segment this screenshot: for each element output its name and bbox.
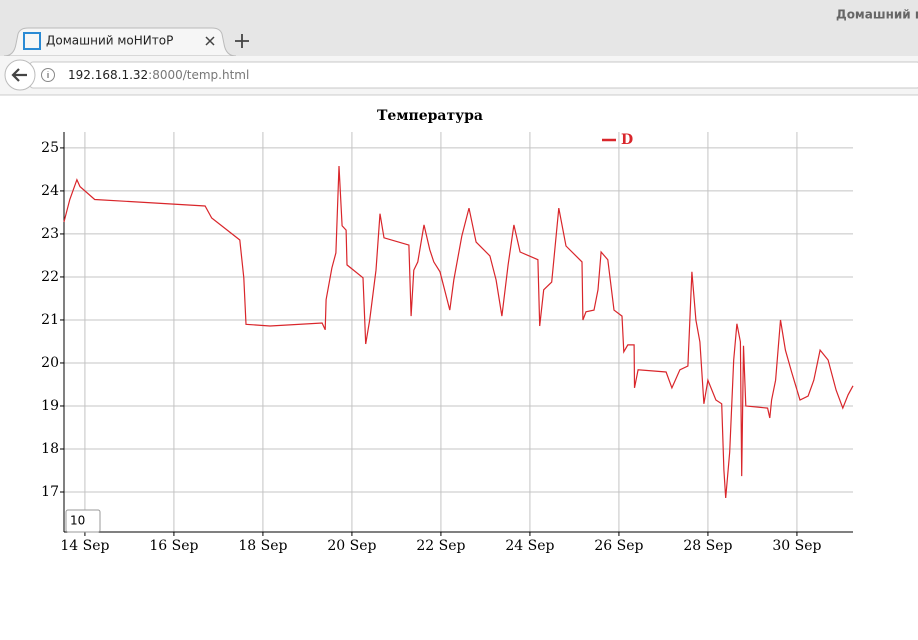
x-tick-label: 14 Sep — [60, 538, 109, 554]
y-tick-label: 22 — [41, 269, 59, 285]
url[interactable]: 192.168.1.32:8000/temp.html — [68, 68, 249, 82]
x-tick-label: 18 Sep — [238, 538, 287, 554]
tab-title[interactable]: Домашний моНИтоР — [46, 34, 173, 48]
back-arrow — [11, 68, 27, 82]
tab-close[interactable] — [205, 36, 215, 46]
x-tick-label: 22 Sep — [416, 538, 465, 554]
info-icon[interactable] — [41, 68, 55, 82]
x-tick-label: 24 Sep — [505, 538, 554, 554]
x-tick-label: 30 Sep — [772, 538, 821, 554]
y-tick-label: 18 — [41, 441, 59, 457]
url-host: 192.168.1.32 — [68, 68, 148, 82]
url-path: :8000/temp.html — [148, 68, 249, 82]
window-title: Домашний м — [836, 8, 918, 22]
x-tick-label: 16 Sep — [149, 538, 198, 554]
data-line — [63, 165, 854, 499]
y-tick-label: 17 — [41, 484, 59, 500]
chart-title: Температура — [377, 108, 483, 124]
y-tick-label: 25 — [41, 140, 59, 156]
y-tick-label: 23 — [41, 226, 59, 242]
x-tick-label: 28 Sep — [683, 538, 732, 554]
y-tick-label: 19 — [41, 398, 59, 414]
tab[interactable] — [3, 27, 237, 57]
chart: Температура 17 18 19 20 21 22 23 24 25 14 Sep 16 S… — [41, 108, 854, 554]
y-tick-label: 21 — [41, 312, 59, 328]
roller-value[interactable]: 10 — [70, 514, 85, 528]
favicon — [23, 32, 41, 50]
y-tick-label: 20 — [41, 355, 59, 371]
x-tick-label: 20 Sep — [327, 538, 376, 554]
x-tick-label: 26 Sep — [594, 538, 643, 554]
roller-input[interactable] — [65, 509, 101, 533]
new-tab[interactable] — [235, 34, 249, 48]
y-tick-label: 24 — [41, 183, 59, 199]
legend-label: D — [621, 132, 633, 148]
